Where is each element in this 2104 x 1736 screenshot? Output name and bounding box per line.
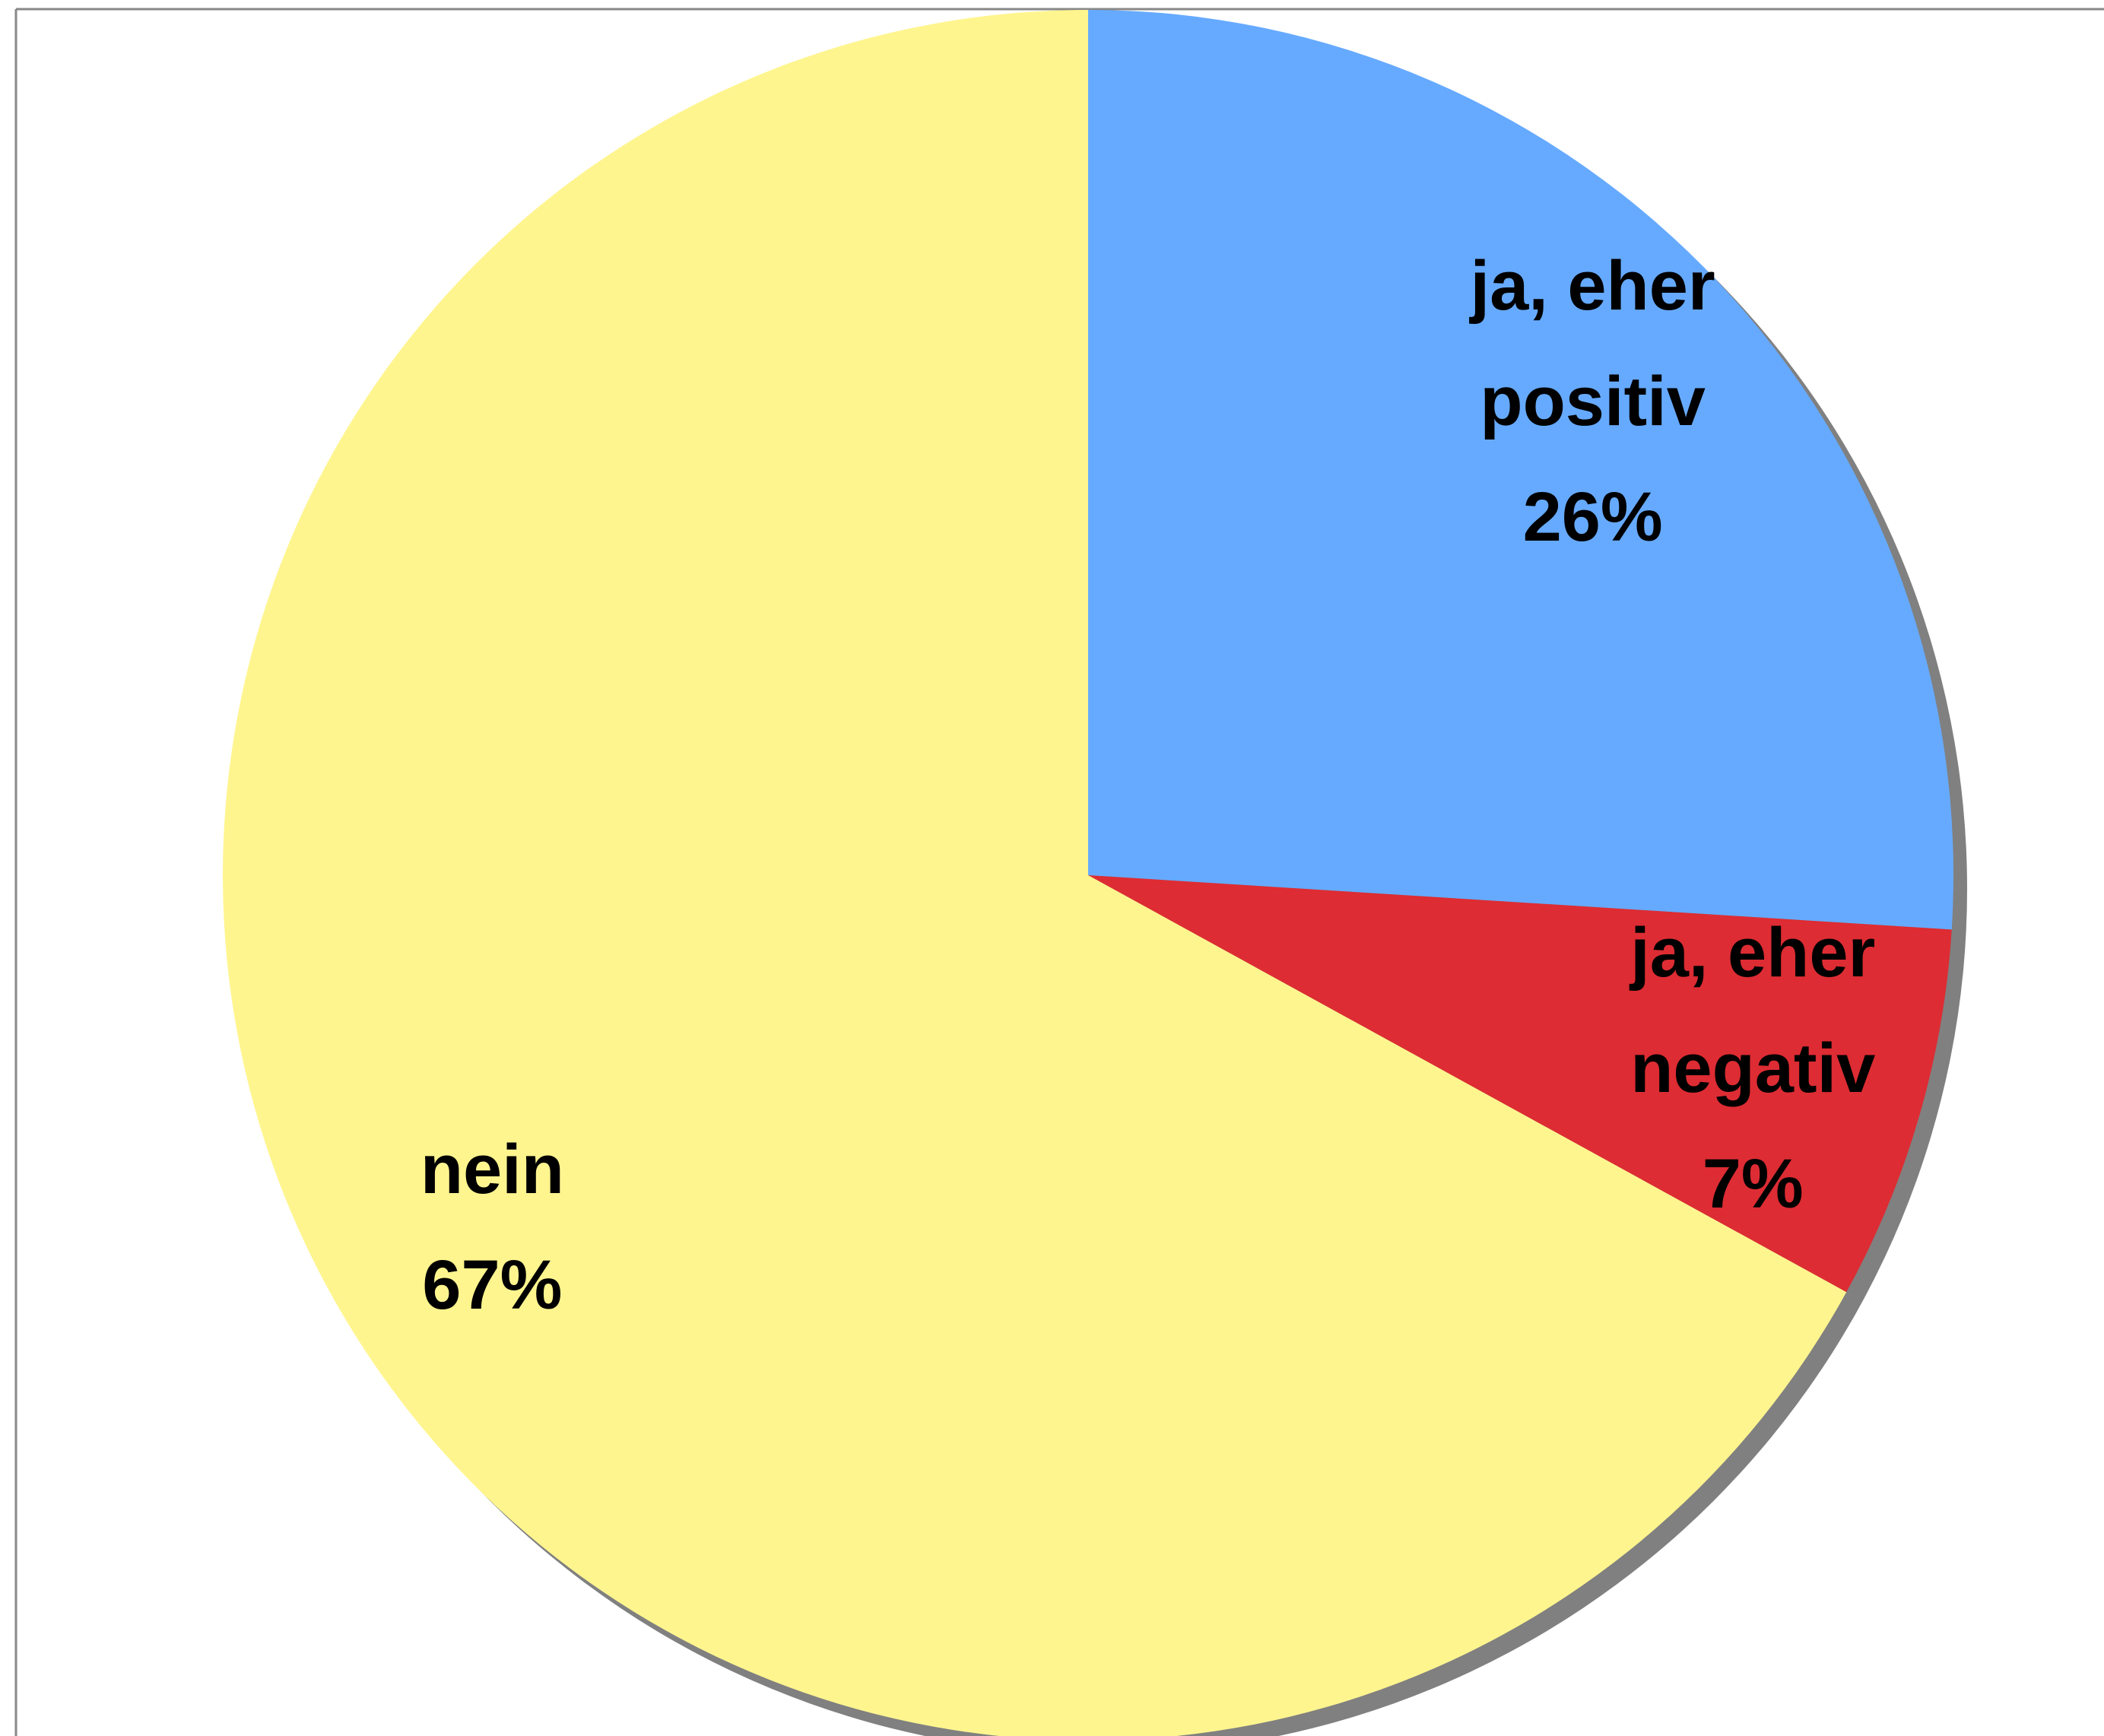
category-label: nein (420, 1131, 564, 1209)
slice-label: ja, eher negativ 7% (1585, 895, 1920, 1242)
pie-slice (1088, 875, 1952, 1293)
slice-label: nein 67% (325, 1112, 659, 1343)
value-label: 26% (1522, 478, 1663, 556)
category-label: ja, eher positiv (1470, 246, 1715, 440)
value-label: 7% (1702, 1144, 1804, 1223)
slice-label: ja, eher positiv 26% (1426, 228, 1760, 575)
category-label: ja, eher negativ (1630, 913, 1876, 1107)
pie-slice (223, 10, 1847, 1736)
value-label: 67% (422, 1246, 563, 1325)
pie-slice (1088, 10, 1954, 930)
